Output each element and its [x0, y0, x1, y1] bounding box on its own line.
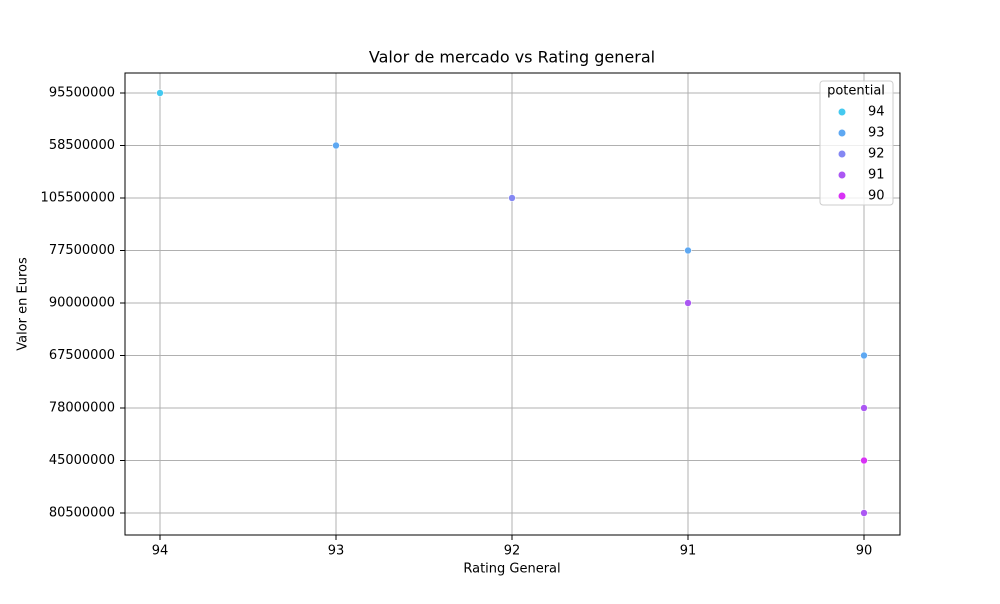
y-tick-label: 95500000	[49, 86, 115, 101]
x-tick-label: 91	[680, 544, 697, 559]
point	[156, 89, 164, 97]
point	[684, 246, 692, 255]
point	[860, 404, 868, 412]
grid	[125, 73, 900, 535]
y-tick-label: 78000000	[49, 401, 115, 416]
x-tick-label: 94	[152, 544, 169, 559]
marks	[156, 89, 868, 517]
y-tick-label: 45000000	[49, 453, 115, 468]
legend-label: 90	[868, 189, 885, 204]
point	[860, 509, 868, 517]
legend-label: 94	[868, 105, 885, 120]
legend-label: 93	[868, 126, 885, 141]
x-tick-label: 90	[856, 544, 873, 559]
chart-title: Valor de mercado vs Rating general	[369, 48, 655, 67]
legend-title: potential	[827, 84, 885, 99]
point	[684, 299, 692, 307]
point	[332, 141, 340, 150]
point	[860, 456, 868, 465]
legend-marker	[838, 150, 846, 158]
legend-marker	[838, 108, 846, 116]
x-tick-label: 93	[328, 544, 345, 559]
point	[508, 194, 516, 202]
legend: potential 94 93 92 91 90	[819, 80, 894, 206]
x-axis-label: Rating General	[463, 562, 560, 577]
x-tick-label: 92	[504, 544, 521, 559]
y-tick-label: 58500000	[49, 138, 115, 153]
y-tick-label: 80500000	[49, 506, 115, 521]
y-axis-label: Valor en Euros	[16, 257, 31, 351]
legend-marker	[838, 192, 846, 200]
legend-label: 91	[868, 168, 885, 183]
y-tick-label: 90000000	[49, 296, 115, 311]
legend-label: 92	[868, 147, 885, 162]
y-tick-label: 77500000	[49, 243, 115, 258]
y-tick-label: 67500000	[49, 348, 115, 363]
legend-marker	[838, 129, 846, 137]
legend-marker	[838, 171, 846, 179]
legend-box	[819, 80, 894, 206]
y-tick-label: 105500000	[41, 191, 115, 206]
point	[860, 351, 868, 360]
